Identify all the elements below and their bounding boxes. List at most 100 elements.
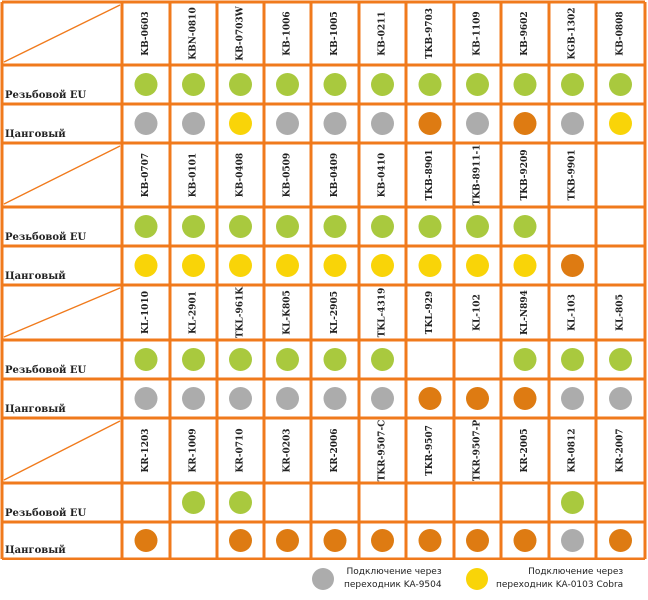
- collet-dot-orange: [418, 387, 442, 410]
- collet-dot-yellow: [323, 254, 347, 277]
- model-code: KB-0211: [378, 11, 388, 55]
- model-code: TKB-8901: [425, 149, 435, 200]
- legend-grey-line2: переходник KA-9504: [344, 580, 442, 590]
- collet-dot-orange: [276, 529, 299, 552]
- collet-dot-yellow: [418, 254, 442, 277]
- collet-dot-grey: [561, 387, 584, 410]
- row-label-collet: Цанговый: [5, 545, 66, 556]
- collet-dot-yellow: [609, 112, 632, 135]
- model-code: KR-0812: [568, 428, 578, 472]
- model-code: KR-2005: [520, 428, 530, 472]
- collet-dot-grey: [609, 387, 632, 410]
- row-label-threaded: Резьбовой EU: [5, 232, 87, 243]
- collet-dot-grey: [561, 112, 584, 135]
- collet-dot-orange: [609, 529, 632, 552]
- yellow-dot-icon: [466, 568, 488, 590]
- threaded-dot-green: [182, 73, 205, 96]
- collet-dot-orange: [323, 529, 347, 552]
- collet-dot-grey: [276, 112, 299, 135]
- threaded-dot-green: [513, 348, 537, 371]
- threaded-dot-green: [466, 215, 489, 238]
- collet-dot-orange: [466, 529, 489, 552]
- header-diagonal-4: [3, 420, 121, 481]
- row-label-collet: Цанговый: [5, 404, 66, 415]
- header-diagonal-1: [3, 4, 121, 63]
- legend-yellow-line2: переходник KA-0103 Cobra: [496, 580, 624, 590]
- threaded-dot-green: [134, 348, 158, 371]
- header-diagonal-3: [3, 287, 121, 338]
- threaded-dot-green: [418, 215, 442, 238]
- collet-dot-yellow: [134, 254, 158, 277]
- row-label-threaded: Резьбовой EU: [5, 365, 87, 376]
- threaded-dot-green: [229, 348, 252, 371]
- model-code: KB-0408: [236, 153, 246, 197]
- legend-yellow-text: Подключение через переходник KA-0103 Cob…: [496, 566, 623, 592]
- threaded-dot-green: [229, 491, 252, 514]
- row-label-threaded: Резьбовой EU: [5, 90, 87, 101]
- threaded-dot-green: [276, 73, 299, 96]
- legend-grey: Подключение через переходник KA-9504: [312, 566, 442, 592]
- threaded-dot-green: [323, 215, 347, 238]
- collet-dot-orange: [561, 254, 584, 277]
- collet-dot-yellow: [371, 254, 394, 277]
- threaded-dot-green: [561, 348, 584, 371]
- row-label-threaded: Резьбовой EU: [5, 508, 87, 519]
- model-code: KB-0101: [189, 153, 199, 197]
- collet-dot-grey: [182, 387, 205, 410]
- model-code: KL-2905: [330, 291, 340, 334]
- threaded-dot-green: [276, 348, 299, 371]
- model-code: KB-1109: [473, 11, 483, 55]
- threaded-dot-green: [513, 215, 537, 238]
- threaded-dot-green: [134, 215, 158, 238]
- model-code: KR-1009: [189, 428, 199, 472]
- collet-dot-orange: [513, 529, 537, 552]
- model-code: KR-0710: [236, 428, 246, 472]
- model-code: KL-2901: [189, 291, 199, 334]
- collet-dot-orange: [513, 112, 537, 135]
- model-code: KR-2007: [616, 428, 626, 472]
- collet-dot-grey: [371, 112, 394, 135]
- model-code: KL-103: [568, 294, 578, 331]
- threaded-dot-green: [182, 215, 205, 238]
- threaded-dot-green: [371, 73, 394, 96]
- model-code: KB-1005: [330, 11, 340, 55]
- model-code: KBN-0810: [189, 7, 199, 59]
- collet-dot-orange: [134, 529, 158, 552]
- model-code: KB-0703W: [236, 5, 246, 60]
- threaded-dot-green: [276, 215, 299, 238]
- compatibility-table: Резьбовой EU Цанговый KB-0603 KBN-0810 KB-07…: [0, 0, 647, 560]
- collet-dot-orange: [371, 529, 394, 552]
- collet-dot-grey: [561, 529, 584, 552]
- model-code: TKB-9703: [425, 8, 435, 59]
- collet-dot-orange: [229, 529, 252, 552]
- collet-dot-grey: [182, 112, 205, 135]
- model-code: KB-0509: [283, 153, 293, 197]
- collet-dot-grey: [323, 387, 347, 410]
- threaded-dot-green: [561, 73, 584, 96]
- collet-dot-grey: [371, 387, 394, 410]
- threaded-dot-green: [371, 215, 394, 238]
- collet-dot-grey: [466, 112, 489, 135]
- collet-dot-grey: [229, 387, 252, 410]
- collet-dot-yellow: [229, 254, 252, 277]
- model-code: KB-0409: [330, 153, 340, 197]
- threaded-dot-green: [609, 73, 632, 96]
- threaded-dot-green: [323, 348, 347, 371]
- model-code: KL-N894: [520, 290, 530, 335]
- collet-dot-yellow: [229, 112, 252, 135]
- model-code: KL-102: [473, 294, 483, 331]
- collet-dot-yellow: [466, 254, 489, 277]
- threaded-dot-green: [182, 491, 205, 514]
- model-code: KL-1010: [141, 291, 151, 334]
- model-code: KL-K805: [283, 290, 293, 335]
- threaded-dot-green: [609, 348, 632, 371]
- threaded-dot-green: [134, 73, 158, 96]
- collet-dot-orange: [418, 529, 442, 552]
- collet-dot-grey: [276, 387, 299, 410]
- model-code: TKL-929: [425, 291, 435, 334]
- collet-dot-yellow: [276, 254, 299, 277]
- collet-dot-orange: [466, 387, 489, 410]
- model-code: TKR-9507: [425, 425, 435, 476]
- threaded-dot-green: [513, 73, 537, 96]
- model-code: KB-0603: [141, 11, 151, 55]
